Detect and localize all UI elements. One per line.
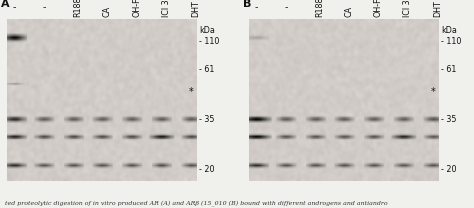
Text: -: - bbox=[42, 3, 46, 12]
Text: DHT: DHT bbox=[433, 0, 442, 17]
Text: -: - bbox=[13, 3, 17, 12]
Text: CA: CA bbox=[345, 6, 354, 17]
Text: *: * bbox=[189, 87, 193, 97]
Text: - 61: - 61 bbox=[199, 64, 214, 73]
Text: R1881: R1881 bbox=[315, 0, 324, 17]
Text: A: A bbox=[1, 0, 10, 9]
Text: - 20: - 20 bbox=[199, 165, 215, 174]
Text: kDa: kDa bbox=[199, 26, 215, 35]
Text: -: - bbox=[255, 3, 258, 12]
Text: *: * bbox=[430, 87, 435, 97]
Text: - 61: - 61 bbox=[441, 64, 456, 73]
Text: - 20: - 20 bbox=[441, 165, 456, 174]
Text: - 35: - 35 bbox=[441, 115, 456, 124]
Text: - 110: - 110 bbox=[441, 37, 461, 46]
Text: - 35: - 35 bbox=[199, 115, 215, 124]
Text: CA: CA bbox=[103, 6, 112, 17]
Text: ICI 334: ICI 334 bbox=[162, 0, 171, 17]
Text: DHT: DHT bbox=[191, 0, 200, 17]
Text: OH-F: OH-F bbox=[374, 0, 383, 17]
Text: - 110: - 110 bbox=[199, 37, 219, 46]
Text: kDa: kDa bbox=[441, 26, 456, 35]
Text: OH-F: OH-F bbox=[132, 0, 141, 17]
Text: ted proteolytic digestion of in vitro produced AR (A) and ARβ (15_010 (B) bound : ted proteolytic digestion of in vitro pr… bbox=[5, 200, 387, 206]
Text: ICI 334: ICI 334 bbox=[403, 0, 412, 17]
Text: R1881: R1881 bbox=[73, 0, 82, 17]
Text: -: - bbox=[284, 3, 288, 12]
Text: B: B bbox=[243, 0, 252, 9]
